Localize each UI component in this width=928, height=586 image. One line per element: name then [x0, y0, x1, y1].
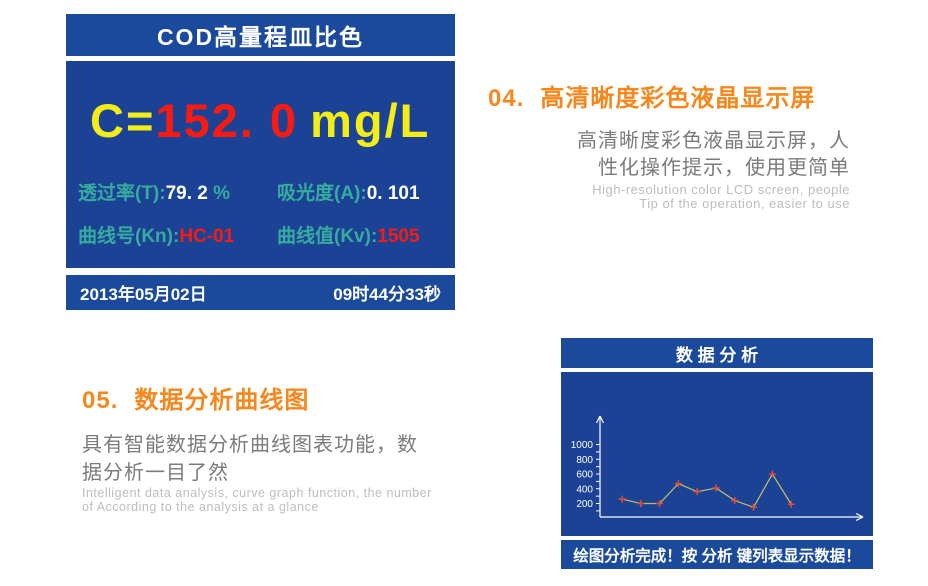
feature-05-english-line2: of According to the analysis at a glance: [82, 500, 319, 514]
svg-text:1000: 1000: [571, 440, 594, 451]
metric-absorbance: 吸光度(A):0. 101: [277, 178, 420, 205]
svg-text:600: 600: [576, 470, 593, 481]
feature-05-english-line1: Intelligent data analysis, curve graph f…: [82, 486, 432, 500]
metric-transmittance-label: 透过率(T):: [78, 183, 166, 204]
metric-curve-number: 曲线号(Kn):HC-01: [78, 221, 234, 248]
time-text: 09时44分33秒: [333, 285, 441, 304]
feature-05-description: 具有智能数据分析曲线图表功能，数 据分析一目了然: [82, 431, 418, 487]
feature-05-number: 05.: [82, 387, 119, 414]
reading-value: 152. 0: [155, 94, 299, 147]
date-text: 2013年05月02日: [80, 285, 207, 304]
feature-04-english-caption: High-resolution color LCD screen, people…: [592, 183, 850, 211]
feature-04-title-text: 高清晰度彩色液晶显示屏: [540, 85, 816, 112]
feature-05-english-caption: Intelligent data analysis, curve graph f…: [82, 486, 432, 514]
svg-text:200: 200: [576, 499, 593, 510]
metric-curve-value-label: 曲线值(Kv):: [277, 226, 378, 247]
metric-absorbance-value: 0. 101: [366, 183, 420, 204]
concentration-reading: C=152. 0 mg/L: [90, 93, 430, 148]
feature-04-description-line1: 高清晰度彩色液晶显示屏，人: [577, 130, 850, 152]
feature-04-description-line2: 性化操作提示，使用更简单: [598, 157, 850, 179]
metric-transmittance-value: 79. 2: [165, 183, 208, 204]
feature-05-title-text: 数据分析曲线图: [134, 387, 310, 414]
metric-curve-number-value: HC-01: [179, 226, 235, 247]
feature-04-number: 04.: [488, 85, 525, 112]
metric-curve-value: 曲线值(Kv):1505: [277, 221, 420, 248]
analysis-line-chart: 200 400 600 800 1000: [571, 415, 864, 522]
feature-04-title: 04. 高清晰度彩色液晶显示屏: [488, 78, 815, 113]
metric-transmittance-suffix: %: [207, 183, 231, 204]
analysis-status-text: 绘图分析完成！按 分析 键列表显示数据！: [573, 547, 861, 565]
analysis-status-bar: 绘图分析完成！按 分析 键列表显示数据！: [561, 540, 873, 569]
feature-05-description-line2: 据分析一目了然: [82, 462, 229, 484]
metric-absorbance-label: 吸光度(A):: [277, 183, 367, 204]
cod-screen-title: COD高量程皿比色: [156, 24, 365, 50]
feature-05-title: 05. 数据分析曲线图: [82, 380, 309, 415]
data-analysis-screen: 数 据 分 析 200 400 600 800 1000 绘图分析完成！按 分析 键列表…: [561, 338, 873, 569]
svg-text:400: 400: [576, 484, 593, 495]
date-time-bar: 2013年05月02日 09时44分33秒: [66, 275, 455, 310]
feature-04-english-line2: Tip of the operation, easier to use: [639, 196, 850, 211]
feature-05-description-line1: 具有智能数据分析曲线图表功能，数: [82, 434, 418, 456]
cod-screen-main-panel: C=152. 0 mg/L 透过率(T):79. 2 % 吸光度(A):0. 10…: [66, 61, 455, 268]
feature-04-english-line1: High-resolution color LCD screen, people: [592, 182, 850, 197]
metric-transmittance: 透过率(T):79. 2 %: [78, 178, 230, 205]
cod-measure-screen: COD高量程皿比色 C=152. 0 mg/L 透过率(T):79. 2 % 吸光…: [66, 14, 455, 310]
svg-text:800: 800: [576, 455, 593, 466]
feature-04-description: 高清晰度彩色液晶显示屏，人 性化操作提示，使用更简单: [577, 128, 850, 182]
analysis-chart-panel: 200 400 600 800 1000: [561, 372, 873, 536]
analysis-title: 数 据 分 析: [675, 345, 759, 365]
reading-unit: mg/L: [310, 94, 431, 147]
reading-prefix: C=: [90, 94, 156, 147]
metric-curve-value-value: 1505: [377, 226, 420, 247]
metric-curve-number-label: 曲线号(Kn):: [78, 226, 180, 247]
cod-screen-title-bar: COD高量程皿比色: [66, 14, 455, 56]
analysis-title-bar: 数 据 分 析: [561, 338, 873, 368]
